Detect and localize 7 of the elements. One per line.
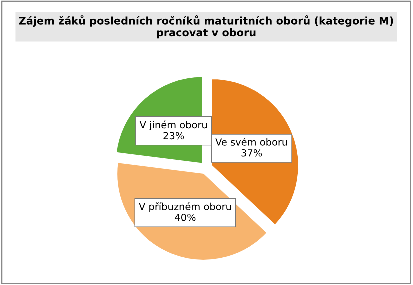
slice-label: V příbuzném oboru bbox=[139, 202, 232, 212]
data-label: 23% bbox=[164, 132, 184, 140]
chart-title: Zájem žáků posledních ročníků maturitních oborů (kategorie M) pracovat v oboru bbox=[19, 16, 394, 39]
slice-label: V jiném oboru bbox=[140, 120, 207, 131]
data-label: 40% bbox=[175, 214, 196, 222]
data-label: 37% bbox=[242, 149, 262, 157]
slice-label: Ve svém oboru bbox=[216, 138, 288, 146]
